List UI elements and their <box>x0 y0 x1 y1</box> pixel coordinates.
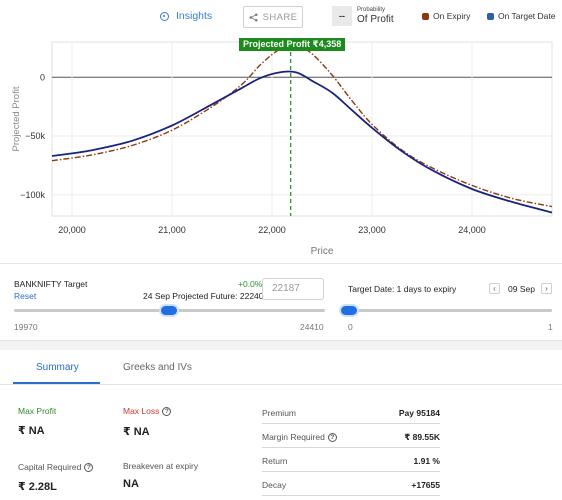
decay-label: Decay <box>262 480 287 490</box>
probability-value: -- <box>332 6 352 26</box>
x-tick-label: 24,000 <box>458 225 486 235</box>
insights-label: Insights <box>176 10 213 22</box>
projected-future-text: 24 Sep Projected Future: 22240 <box>143 291 264 301</box>
max-loss-label-text: Max Loss <box>123 406 160 416</box>
capital-required-label: Capital Required? <box>18 462 94 473</box>
max-profit-label: Max Profit <box>18 406 57 416</box>
x-tick-label: 22,000 <box>258 225 286 235</box>
share-icon <box>249 13 258 21</box>
probability-label: Of Profit <box>357 14 394 25</box>
y-tick-label: −50k <box>25 131 45 141</box>
info-icon[interactable]: ? <box>162 407 172 417</box>
reset-link[interactable]: Reset <box>14 291 37 301</box>
row-divider <box>262 495 440 496</box>
date-prev-button[interactable]: ‹ <box>489 283 500 294</box>
margin-required-label: Margin Required? <box>262 432 337 443</box>
share-label: SHARE <box>262 11 298 23</box>
insights-icon <box>160 11 169 21</box>
decay-value: +17655 <box>411 480 440 490</box>
insights-button[interactable]: Insights <box>160 10 212 22</box>
x-tick-label: 20,000 <box>58 225 86 235</box>
breakeven-label: Breakeven at expiry <box>123 461 199 471</box>
legend-on-target-date[interactable]: On Target Date <box>487 11 556 21</box>
underlying-max-label: 24410 <box>300 322 324 332</box>
underlying-min-label: 19970 <box>14 322 38 332</box>
on-expiry-series-line <box>51 44 553 208</box>
x-tick-label: 21,000 <box>158 225 186 235</box>
margin-required-label-text: Margin Required <box>262 432 325 442</box>
tabs-baseline <box>0 384 562 385</box>
row-divider <box>262 423 440 424</box>
row-divider <box>262 447 440 448</box>
y-tick-label: 0 <box>40 72 45 82</box>
target-date-value: 09 Sep <box>508 284 535 294</box>
max-profit-value: ₹ NA <box>18 425 45 437</box>
x-tick-label: 23,000 <box>358 225 386 235</box>
info-icon[interactable]: ? <box>327 433 337 443</box>
y-axis-title: Projected Profit <box>11 86 22 151</box>
payoff-chart-svg: 0 −50k −100k 20,000 21,000 22,000 23,000 24,000… <box>11 41 553 257</box>
x-axis-title: Price <box>311 246 334 257</box>
projected-profit-label: Projected Profit ₹4,358 <box>239 38 346 51</box>
max-loss-label: Max Loss? <box>123 406 172 417</box>
tab-summary[interactable]: Summary <box>36 362 79 373</box>
underlying-target-label: BANKNIFTY Target <box>14 279 88 289</box>
date-min-label: 0 <box>348 322 353 332</box>
premium-value: Pay 95184 <box>398 408 440 418</box>
probability-small-label: Probability <box>357 7 386 13</box>
breakeven-value: NA <box>123 478 139 490</box>
premium-label: Premium <box>262 408 297 418</box>
chart-toolbar: Insights SHARE -- Probability Of Profit … <box>0 0 562 34</box>
on-target-date-series-line <box>51 70 553 214</box>
share-button[interactable]: SHARE <box>243 6 303 28</box>
legend-swatch-expiry <box>422 12 429 20</box>
target-date-label: Target Date: 1 days to expiry <box>348 284 457 294</box>
capital-required-label-text: Capital Required <box>18 462 82 472</box>
payoff-chart: 0 −50k −100k 20,000 21,000 22,000 23,000 24,000… <box>0 34 562 260</box>
underlying-slider-thumb[interactable] <box>161 306 177 315</box>
row-divider <box>262 471 440 472</box>
target-price-input[interactable]: 22187 <box>262 278 324 300</box>
tab-greeks-ivs[interactable]: Greeks and IVs <box>123 362 192 373</box>
legend-label-target: On Target Date <box>498 11 556 21</box>
capital-required-value: ₹ 2.28L <box>18 481 57 493</box>
probability-of-profit: Probability Of Profit <box>357 7 394 25</box>
legend-label-expiry: On Expiry <box>433 11 471 21</box>
max-loss-value: ₹ NA <box>123 426 150 438</box>
date-next-button[interactable]: › <box>541 283 552 294</box>
margin-required-value: ₹ 89.55K <box>404 432 440 442</box>
change-percent: +0.0% <box>238 279 263 289</box>
date-max-label: 1 <box>548 322 553 332</box>
return-label: Return <box>262 456 288 466</box>
legend-on-expiry[interactable]: On Expiry <box>422 11 470 21</box>
date-slider-track[interactable] <box>348 309 552 312</box>
plot-area <box>51 41 553 217</box>
chart-divider <box>0 263 562 264</box>
date-slider-thumb[interactable] <box>341 306 357 315</box>
section-separator <box>0 340 562 350</box>
y-tick-label: −100k <box>20 190 45 200</box>
info-icon[interactable]: ? <box>84 463 94 473</box>
active-tab-indicator <box>13 382 100 384</box>
return-value: 1.91 % <box>413 456 440 466</box>
legend-swatch-target <box>487 12 494 20</box>
